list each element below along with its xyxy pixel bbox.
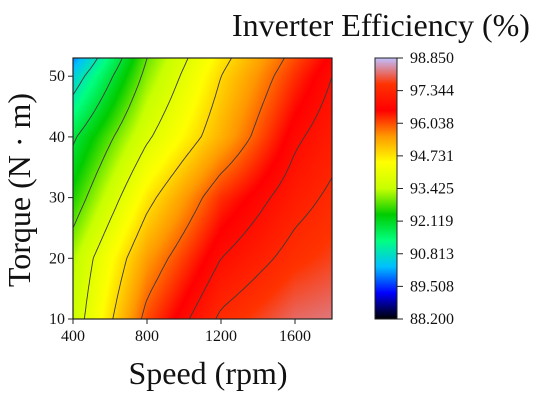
colorbar-tick-label: 88.200 <box>410 311 454 328</box>
colorbar-tick-label: 96.038 <box>410 115 454 132</box>
y-tick-label: 50 <box>49 68 65 85</box>
y-tick-label: 20 <box>49 250 65 267</box>
y-tick-label: 10 <box>49 311 65 328</box>
plot-frame <box>72 57 333 320</box>
x-tick-label: 1200 <box>205 328 237 345</box>
x-tick-label: 400 <box>61 328 85 345</box>
colorbar-tick-label: 92.119 <box>410 213 453 230</box>
colorbar-tick-label: 90.813 <box>410 246 454 263</box>
chart-title: Inverter Efficiency (%) <box>232 7 530 43</box>
heatmap-image <box>73 58 332 319</box>
colorbar-tick-label: 89.508 <box>410 278 454 295</box>
y-tick-label: 40 <box>49 129 65 146</box>
x-axis-label: Speed (rpm) <box>128 355 287 391</box>
contour-line <box>112 57 232 320</box>
y-axis-label: Torque (N · m) <box>1 93 37 287</box>
y-tick-label: 30 <box>49 190 65 207</box>
y-axis-ticks: 10 20 30 40 50 <box>49 68 73 328</box>
colorbar-fill <box>374 57 398 320</box>
contour-line <box>83 57 189 320</box>
colorbar-tick-label: 93.425 <box>410 181 454 198</box>
x-tick-label: 1600 <box>279 328 311 345</box>
colorbar-tick-label: 98.850 <box>410 50 454 67</box>
colorbar-ticks: 88.200 89.508 90.813 92.119 93.425 94.731 96.0… <box>397 50 454 328</box>
x-axis-ticks: 400 800 1200 1600 <box>61 319 311 345</box>
colorbar-tick-label: 94.731 <box>410 148 454 165</box>
colorbar: 88.200 89.508 90.813 92.119 93.425 94.731 96.0… <box>374 50 454 328</box>
contour-line <box>72 57 99 96</box>
colorbar-tick-label: 97.344 <box>410 83 454 100</box>
contour-line <box>215 177 333 320</box>
plot-area <box>72 57 333 320</box>
contour-line <box>140 57 285 320</box>
x-tick-label: 800 <box>135 328 159 345</box>
contour-lines <box>72 57 333 320</box>
